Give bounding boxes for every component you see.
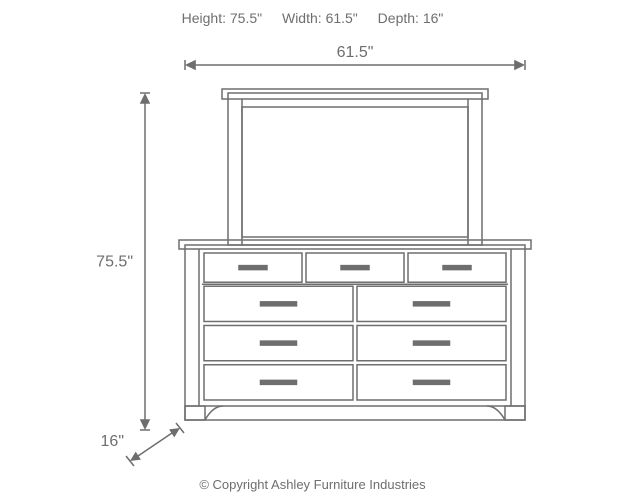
spec-width-label: Width: [282,10,322,26]
svg-text:16": 16" [101,433,124,450]
spec-height: Height: 75.5" [182,10,266,26]
spec-width-value: 61.5" [326,10,358,26]
spec-depth-value: 16" [423,10,444,26]
copyright-text: © Copyright Ashley Furniture Industries [0,477,625,492]
furniture-diagram: 61.5" 75.5" 16" [0,35,625,475]
spec-height-value: 75.5" [230,10,262,26]
svg-text:61.5": 61.5" [337,44,374,61]
spec-height-label: Height: [182,10,226,26]
svg-text:75.5": 75.5" [96,254,133,271]
spec-width: Width: 61.5" [282,10,362,26]
spec-depth-label: Depth: [378,10,419,26]
spec-depth: Depth: 16" [378,10,444,26]
header-specs: Height: 75.5" Width: 61.5" Depth: 16" [0,10,625,26]
